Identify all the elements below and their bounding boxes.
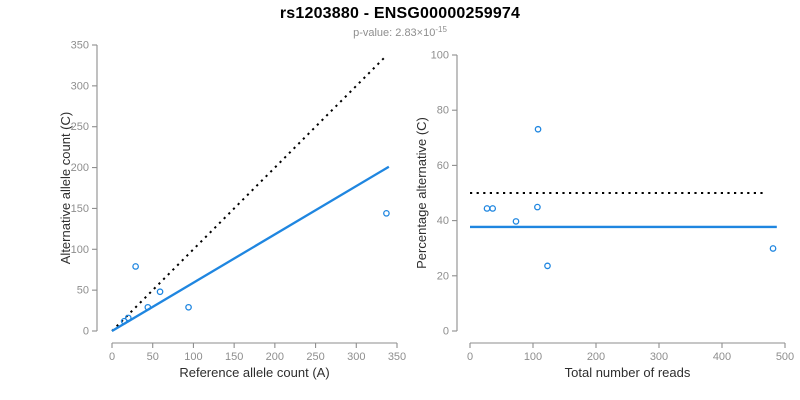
y-tick-label: 150 (71, 203, 89, 215)
x-tick-label: 300 (650, 351, 668, 363)
p-value-exponent: -15 (435, 25, 447, 34)
x-tick-label: 500 (776, 351, 794, 363)
y-tick-label: 0 (83, 326, 89, 338)
x-tick-label: 200 (587, 351, 605, 363)
data-point (124, 314, 132, 322)
y-tick-label: 350 (71, 40, 89, 52)
data-point (383, 209, 390, 217)
x-tick-label: 50 (147, 351, 159, 363)
y-tick-label: 20 (437, 270, 449, 282)
identity-line (111, 54, 388, 332)
y-tick-label: 50 (77, 285, 89, 297)
x-axis-title: Total number of reads (565, 365, 691, 380)
data-point (185, 303, 192, 311)
y-tick-label: 250 (71, 121, 89, 133)
data-point (144, 303, 152, 311)
x-tick-label: 400 (713, 351, 731, 363)
x-tick-label: 250 (306, 351, 324, 363)
x-tick-label: 300 (347, 351, 365, 363)
y-tick-label: 40 (437, 215, 449, 227)
x-tick-label: 350 (388, 351, 406, 363)
y-tick-label: 100 (71, 244, 89, 256)
y-tick-label: 200 (71, 162, 89, 174)
data-point (156, 288, 164, 296)
y-axis-title: Alternative allele count (C) (58, 112, 73, 264)
data-point (120, 317, 128, 325)
figure-title: rs1203880 - ENSG00000259974 (279, 5, 521, 22)
data-point (534, 125, 542, 133)
y-tick-label: 60 (437, 160, 449, 172)
data-point (544, 262, 551, 270)
p-value-text: p-value: 2.83×10 (353, 27, 436, 39)
x-tick-label: 150 (225, 351, 243, 363)
x-tick-label: 100 (524, 351, 542, 363)
x-tick-label: 100 (184, 351, 202, 363)
fit-line (111, 165, 390, 332)
y-tick-label: 300 (71, 80, 89, 92)
data-point (769, 245, 777, 252)
y-axis-title: Percentage alternative (C) (414, 117, 429, 269)
data-point (534, 203, 541, 211)
data-point (512, 218, 520, 225)
x-tick-label: 0 (467, 351, 473, 363)
x-axis-title: Reference allele count (A) (179, 365, 329, 380)
data-point (132, 263, 139, 270)
data-point (483, 205, 491, 212)
y-tick-label: 80 (437, 105, 449, 117)
x-tick-label: 0 (109, 351, 115, 363)
y-tick-label: 0 (443, 326, 449, 338)
data-point (489, 205, 497, 212)
figure-subtitle: p-value: 2.83×10-15 (0, 25, 800, 39)
y-tick-label: 100 (431, 50, 449, 62)
x-tick-label: 200 (266, 351, 284, 363)
